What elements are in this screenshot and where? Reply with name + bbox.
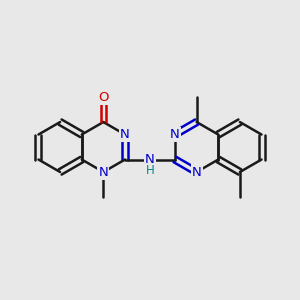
Text: N: N	[192, 166, 202, 178]
Text: H: H	[146, 164, 154, 177]
Text: N: N	[120, 128, 130, 141]
Text: O: O	[98, 91, 109, 103]
Text: N: N	[98, 166, 108, 178]
Text: N: N	[170, 128, 180, 141]
Text: N: N	[145, 153, 155, 166]
